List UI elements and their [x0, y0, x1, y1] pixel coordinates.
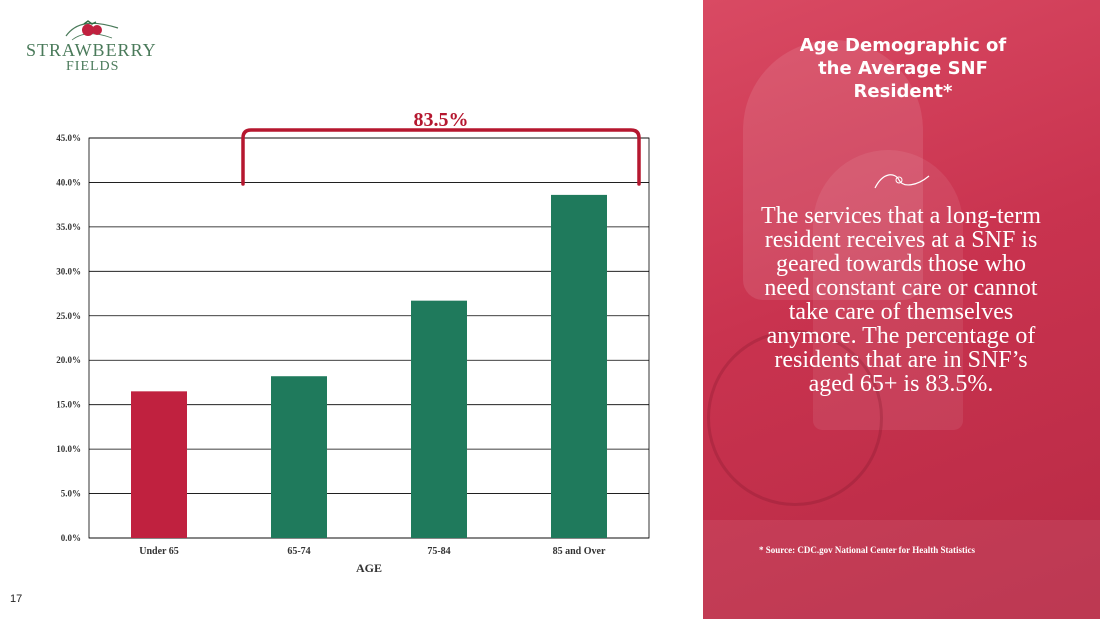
panel-title: Age Demographic of the Average SNF Resid…: [799, 35, 1007, 102]
logo-line-1: STRAWBERRY: [26, 40, 157, 60]
y-tick-label: 5.0%: [61, 489, 81, 499]
x-tick-label: 75-84: [427, 546, 450, 557]
y-tick-label: 45.0%: [56, 133, 81, 143]
y-tick-label: 0.0%: [61, 533, 81, 543]
info-panel: Age Demographic of the Average SNF Resid…: [703, 0, 1100, 619]
bar: [131, 391, 187, 538]
logo-line-2: FIELDS: [66, 59, 120, 74]
photo-overlay-wheel: [707, 330, 883, 506]
page-number: 17: [10, 593, 23, 605]
x-tick-label: 65-74: [287, 546, 310, 557]
x-tick-label: 85 and Over: [553, 546, 606, 557]
panel-body-text: The services that a long-term resident r…: [761, 203, 1041, 397]
strawberry-logo-icon: [65, 20, 119, 41]
y-tick-label: 40.0%: [56, 177, 81, 187]
age-bar-chart: 0.0% 5.0% 10.0% 15.0% 20.0% 25.0% 30.0% 35.0% 40…: [56, 109, 650, 575]
bar: [551, 194, 607, 538]
bar: [271, 376, 327, 538]
source-note: * Source: CDC.gov National Center for He…: [759, 545, 975, 555]
y-tick-label: 30.0%: [56, 266, 81, 276]
photo-overlay-ground: [703, 520, 1100, 619]
photo-overlay-shape: [743, 40, 923, 300]
flourish-icon: [874, 174, 930, 189]
y-tick-label: 20.0%: [56, 355, 81, 365]
bracket-label: 83.5%: [414, 109, 469, 131]
y-tick-label: 35.0%: [56, 222, 81, 232]
logo: STRAWBERRY FIELDS: [22, 18, 162, 78]
y-tick-label: 10.0%: [56, 444, 81, 454]
y-tick-label: 15.0%: [56, 400, 81, 410]
bar: [411, 300, 467, 538]
x-axis-label: AGE: [356, 561, 382, 575]
y-tick-label: 25.0%: [56, 311, 81, 321]
x-tick-label: Under 65: [139, 546, 179, 557]
bracket: [241, 128, 641, 186]
